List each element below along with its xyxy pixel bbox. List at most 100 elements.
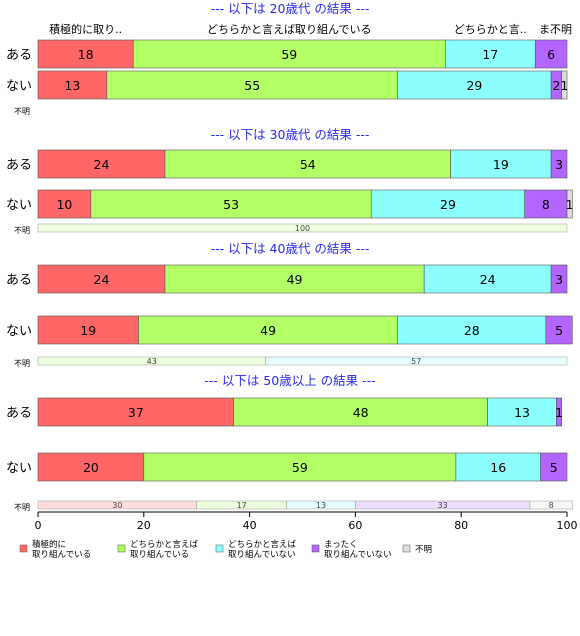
unknown-segment-1-1 bbox=[37, 223, 568, 233]
data-label-0-1-1: 55 bbox=[244, 78, 260, 93]
bar-segment-1-1-0 bbox=[37, 189, 92, 219]
legend-label-2-line1: 取り組んでいない bbox=[228, 549, 296, 560]
data-label-0-1-0: 13 bbox=[64, 78, 80, 93]
bar-segment-1-1-3 bbox=[524, 189, 568, 219]
unknown-data-label-1-1: 100 bbox=[295, 224, 310, 233]
segment-header-label-4: 不明 bbox=[550, 23, 572, 36]
unknown-row-label-2: 不明 bbox=[14, 359, 30, 368]
data-label-1-0-1: 54 bbox=[300, 157, 316, 172]
data-label-3-0-1: 48 bbox=[353, 405, 369, 420]
bar-segment-3-0-2 bbox=[487, 397, 557, 427]
legend-label-0-line0: 積極的に bbox=[32, 539, 66, 550]
x-tick-label-2: 40 bbox=[243, 519, 257, 532]
bar-segment-2-1-1 bbox=[138, 315, 399, 345]
data-label-2-0-3: 3 bbox=[555, 272, 563, 287]
bar-segment-1-0-2 bbox=[450, 149, 552, 179]
legend-label-4: 不明 bbox=[415, 545, 432, 555]
data-label-2-1-1: 49 bbox=[260, 323, 276, 338]
unknown-row-label-3: 不明 bbox=[14, 503, 30, 512]
bar-segment-3-0-0 bbox=[37, 397, 235, 427]
unknown-data-label-3-0: 30 bbox=[112, 501, 122, 510]
data-label-1-1-1: 53 bbox=[223, 197, 239, 212]
unknown-data-label-2-2: 57 bbox=[411, 357, 421, 366]
bar-segment-2-0-1 bbox=[164, 264, 425, 294]
legend-swatch-1 bbox=[117, 544, 126, 553]
x-tick-label-3: 60 bbox=[348, 519, 362, 532]
unknown-data-label-3-3: 33 bbox=[438, 501, 448, 510]
bar-segment-1-0-1 bbox=[164, 149, 451, 179]
bar-segment-2-0-3 bbox=[550, 264, 568, 294]
data-label-2-1-3: 5 bbox=[555, 323, 563, 338]
panel-title-0: --- 以下は 20歳代 の結果 --- bbox=[211, 1, 370, 16]
panel-title-3: --- 以下は 50歳以上 の結果 --- bbox=[204, 373, 375, 388]
bar-segment-2-1-2 bbox=[397, 315, 547, 345]
segment-header-label-0: 積極的に取り.. bbox=[49, 22, 122, 36]
row-label-3-0: ある bbox=[6, 406, 32, 421]
bar-segment-0-0-3 bbox=[534, 39, 568, 69]
bar-segment-1-1-4 bbox=[566, 189, 573, 219]
x-tick-label-1: 20 bbox=[137, 519, 151, 532]
bar-segment-3-1-1 bbox=[143, 452, 457, 482]
legend-swatch-2 bbox=[215, 544, 224, 553]
bar-segment-1-1-2 bbox=[370, 189, 525, 219]
data-label-2-0-0: 24 bbox=[94, 272, 110, 287]
data-label-2-0-2: 24 bbox=[480, 272, 496, 287]
unknown-data-label-3-2: 13 bbox=[316, 501, 326, 510]
legend-label-1-line1: 取り組んでいる bbox=[130, 549, 189, 560]
segment-header-label-1: どちらかと言えば取り組んでいる bbox=[207, 23, 371, 36]
bar-segment-3-0-3 bbox=[556, 397, 563, 427]
data-label-2-1-0: 19 bbox=[80, 323, 96, 338]
data-label-1-0-0: 24 bbox=[94, 157, 110, 172]
data-label-0-1-2: 29 bbox=[466, 78, 482, 93]
data-label-3-0-0: 37 bbox=[128, 405, 144, 420]
bar-segment-3-1-3 bbox=[540, 452, 568, 482]
data-label-2-0-1: 49 bbox=[287, 272, 303, 287]
data-label-3-1-0: 20 bbox=[83, 460, 99, 475]
data-label-0-1-3: 2 bbox=[552, 78, 560, 93]
bar-segment-0-1-4 bbox=[561, 70, 568, 100]
data-label-0-0-1: 59 bbox=[281, 47, 297, 62]
row-label-2-1: ない bbox=[6, 324, 32, 339]
bar-segment-1-0-3 bbox=[550, 149, 568, 179]
bar-segment-2-0-0 bbox=[37, 264, 166, 294]
data-label-2-1-2: 28 bbox=[464, 323, 480, 338]
legend-swatch-4 bbox=[402, 544, 411, 553]
x-tick-label-4: 80 bbox=[454, 519, 468, 532]
unknown-segment-2-2 bbox=[265, 356, 568, 366]
segment-header-label-3: ま.. bbox=[539, 23, 557, 36]
data-label-0-1-4: 1 bbox=[560, 78, 568, 93]
data-label-1-1-3: 8 bbox=[542, 197, 550, 212]
legend-swatch-0 bbox=[19, 544, 28, 553]
data-label-1-0-3: 3 bbox=[555, 157, 563, 172]
unknown-row-label-0: 不明 bbox=[14, 107, 30, 116]
row-label-2-0: ある bbox=[6, 273, 32, 288]
unknown-data-label-3-1: 17 bbox=[237, 501, 247, 510]
bar-segment-0-1-1 bbox=[106, 70, 399, 100]
data-label-3-0-3: 1 bbox=[555, 405, 563, 420]
bar-segment-0-0-1 bbox=[132, 39, 446, 69]
row-label-0-1: ない bbox=[6, 79, 32, 94]
data-label-0-0-0: 18 bbox=[78, 47, 94, 62]
unknown-data-label-3-4: 8 bbox=[549, 501, 554, 510]
unknown-data-label-2-1: 43 bbox=[147, 357, 157, 366]
legend-label-2-line0: どちらかと言えば bbox=[228, 539, 297, 550]
unknown-segment-3-4 bbox=[529, 500, 573, 510]
row-label-1-1: ない bbox=[6, 198, 32, 213]
legend-label-0-line1: 取り組んでいる bbox=[32, 549, 91, 560]
bar-segment-2-1-0 bbox=[37, 315, 139, 345]
data-label-3-0-2: 13 bbox=[514, 405, 530, 420]
bar-segment-2-1-3 bbox=[545, 315, 573, 345]
row-label-3-1: ない bbox=[6, 461, 32, 476]
x-tick-label-0: 0 bbox=[35, 519, 42, 532]
legend-label-1-line0: どちらかと言えば bbox=[130, 539, 199, 550]
bar-segment-1-1-1 bbox=[90, 189, 372, 219]
data-label-0-0-2: 17 bbox=[482, 47, 498, 62]
data-label-1-1-4: 1 bbox=[566, 197, 574, 212]
data-label-1-1-2: 29 bbox=[440, 197, 456, 212]
x-tick-label-5: 100 bbox=[557, 519, 578, 532]
data-label-3-1-2: 16 bbox=[490, 460, 506, 475]
legend-swatch-3 bbox=[311, 544, 320, 553]
segment-header-label-2: どちらかと言.. bbox=[454, 23, 527, 36]
bar-segment-3-1-2 bbox=[455, 452, 541, 482]
